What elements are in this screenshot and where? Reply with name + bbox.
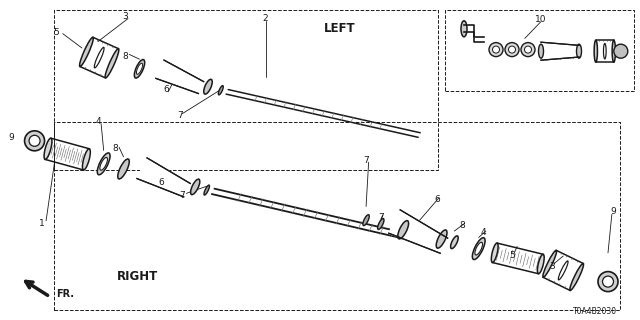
Text: 9: 9 (9, 133, 14, 142)
Ellipse shape (94, 47, 104, 68)
Circle shape (525, 46, 531, 53)
Circle shape (602, 276, 614, 287)
Text: 7: 7 (180, 191, 185, 200)
Ellipse shape (118, 159, 129, 179)
Ellipse shape (594, 40, 598, 62)
Ellipse shape (363, 215, 369, 226)
Ellipse shape (475, 242, 483, 255)
Circle shape (598, 272, 618, 292)
Circle shape (489, 43, 503, 57)
Text: 7: 7 (364, 156, 369, 164)
Ellipse shape (191, 179, 200, 195)
Circle shape (521, 43, 535, 57)
Ellipse shape (83, 149, 90, 170)
Ellipse shape (436, 230, 447, 248)
Text: 5: 5 (509, 252, 515, 260)
Polygon shape (156, 60, 204, 93)
Text: 6: 6 (164, 85, 169, 94)
Text: 3: 3 (123, 12, 128, 20)
Text: 7: 7 (378, 213, 383, 222)
Text: 6: 6 (159, 178, 164, 187)
Circle shape (29, 135, 40, 146)
Circle shape (493, 46, 499, 53)
Ellipse shape (492, 243, 498, 262)
Text: 10: 10 (535, 15, 547, 24)
Text: LEFT: LEFT (323, 22, 355, 35)
Ellipse shape (398, 221, 408, 239)
Circle shape (509, 46, 515, 53)
Ellipse shape (218, 86, 223, 95)
Text: RIGHT: RIGHT (117, 270, 158, 283)
Circle shape (614, 44, 628, 58)
Ellipse shape (558, 261, 568, 280)
Ellipse shape (612, 40, 616, 62)
Ellipse shape (538, 254, 544, 274)
Polygon shape (388, 210, 447, 253)
Ellipse shape (538, 44, 543, 58)
Ellipse shape (136, 63, 143, 74)
Circle shape (24, 131, 45, 151)
Text: 5: 5 (53, 28, 58, 36)
Ellipse shape (134, 60, 145, 78)
Ellipse shape (461, 21, 467, 37)
Text: T0A4B2030: T0A4B2030 (573, 308, 617, 316)
Text: 8: 8 (460, 221, 465, 230)
Ellipse shape (105, 49, 119, 78)
Text: 4: 4 (481, 228, 486, 237)
Ellipse shape (204, 185, 209, 195)
Text: 4: 4 (95, 117, 100, 126)
Ellipse shape (570, 263, 584, 291)
Ellipse shape (204, 79, 212, 94)
Ellipse shape (543, 250, 557, 277)
Ellipse shape (378, 219, 384, 229)
Ellipse shape (100, 157, 108, 170)
Ellipse shape (451, 236, 458, 249)
Text: 6: 6 (435, 196, 440, 204)
Text: 1: 1 (39, 220, 44, 228)
Text: 9: 9 (611, 207, 616, 216)
Text: FR.: FR. (56, 289, 74, 299)
Circle shape (505, 43, 519, 57)
Text: 2: 2 (263, 14, 268, 23)
Ellipse shape (79, 37, 93, 67)
Text: 8: 8 (113, 144, 118, 153)
Ellipse shape (44, 138, 52, 159)
Text: 8: 8 (122, 52, 127, 60)
Ellipse shape (604, 44, 606, 59)
Text: 3: 3 (549, 262, 554, 271)
Text: 7: 7 (178, 111, 183, 120)
Ellipse shape (472, 238, 485, 260)
Ellipse shape (97, 153, 110, 175)
Ellipse shape (577, 44, 582, 58)
Polygon shape (137, 158, 190, 197)
Polygon shape (541, 42, 579, 60)
